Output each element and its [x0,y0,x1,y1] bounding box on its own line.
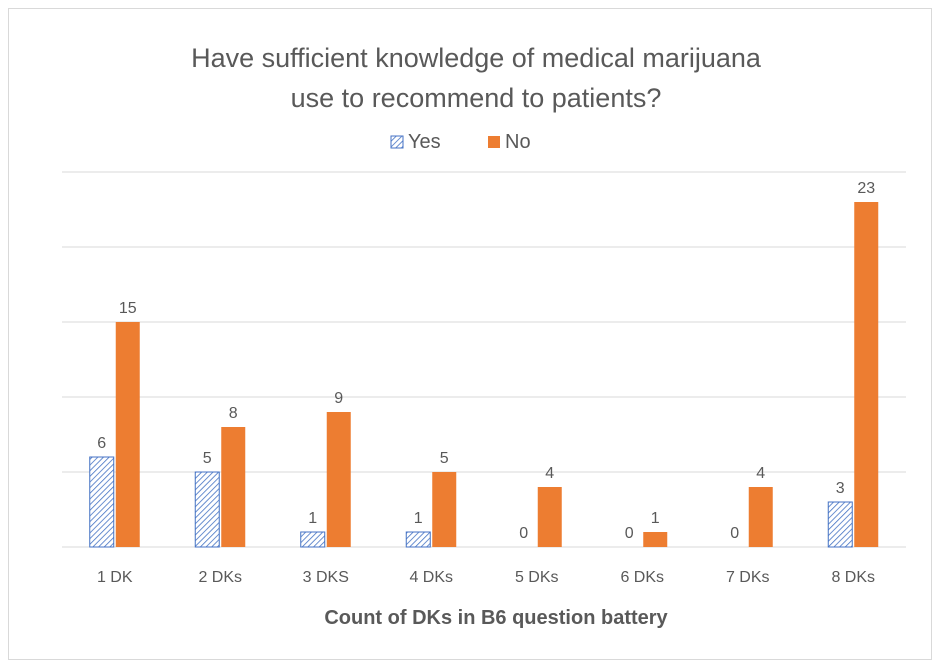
gridlines [62,171,906,548]
x-tick-label: 8 DKs [831,569,875,586]
x-tick-labels: 1 DK 2 DKs 3 DKS 4 DKs 5 DKs 6 DKs 7 DKs 8 DKs [97,569,875,586]
data-label-no-5: 4 [545,465,554,482]
data-label-no-2: 8 [229,405,238,422]
data-label-yes-7: 0 [730,525,739,542]
data-label-yes-6: 0 [625,525,634,542]
data-label-no-4: 5 [440,450,449,467]
data-label-no-6: 1 [651,510,660,527]
data-label-yes-5: 0 [519,525,528,542]
bar-yes-3 [300,531,326,548]
bar-yes-2 [194,471,220,548]
bar-no-1 [115,322,140,547]
bar-no-6 [643,532,668,547]
data-label-yes-4: 1 [414,510,423,527]
bar-yes-8 [827,501,853,548]
legend-swatch-no [488,136,500,148]
data-label-no-7: 4 [756,465,765,482]
chart-frame [8,8,932,660]
x-tick-label: 1 DK [97,569,133,586]
x-tick-label: 5 DKs [515,569,559,586]
data-label-yes-8: 3 [836,480,845,497]
legend-swatch-yes [390,135,404,149]
chart-title-line-2: use to recommend to patients? [291,83,662,113]
x-tick-label: 3 DKS [303,569,349,586]
data-label-no-8: 23 [857,180,875,197]
data-label-no-1: 15 [119,300,137,317]
x-tick-label: 6 DKs [620,569,664,586]
x-tick-label: 4 DKs [409,569,453,586]
data-label-yes-2: 5 [203,450,212,467]
data-label-yes-3: 1 [308,510,317,527]
bar-no-4 [432,472,457,547]
bar-yes-1 [89,456,115,548]
x-tick-label: 2 DKs [198,569,242,586]
bar-no-7 [748,487,773,547]
legend-label-no: No [505,131,531,153]
bar-no-8 [854,202,879,547]
legend: Yes No [390,131,531,153]
bars [89,202,879,548]
legend-label-yes: Yes [408,131,441,153]
data-label-yes-1: 6 [97,435,106,452]
data-label-no-3: 9 [334,390,343,407]
x-tick-label: 7 DKs [726,569,770,586]
bar-no-2 [221,427,246,547]
bar-no-5 [537,487,562,547]
bar-yes-4 [405,531,431,548]
bar-no-3 [326,412,351,547]
x-axis-title: Count of DKs in B6 question battery [324,607,668,629]
chart-title-line-1: Have sufficient knowledge of medical mar… [191,43,762,73]
